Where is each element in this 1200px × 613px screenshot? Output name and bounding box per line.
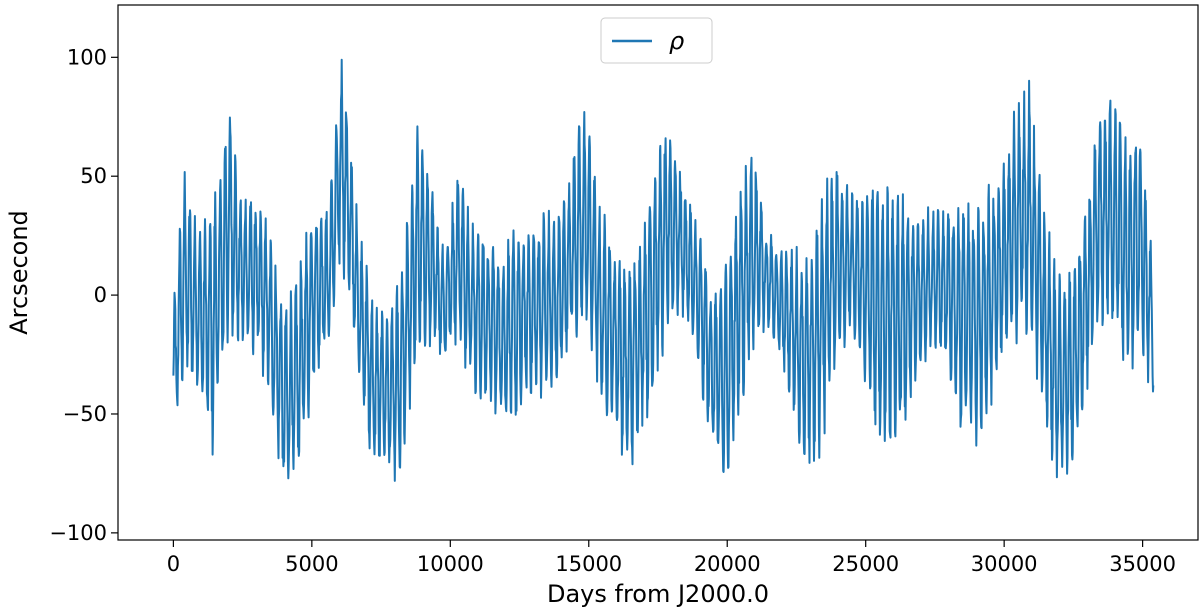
x-tick-label: 35000: [1109, 552, 1176, 576]
legend-label: ρ: [669, 27, 684, 55]
x-axis-label: Days from J2000.0: [547, 580, 769, 608]
y-tick-label: 50: [80, 164, 107, 188]
x-tick-label: 15000: [555, 552, 622, 576]
x-tick-label: 20000: [694, 552, 761, 576]
x-tick-label: 5000: [285, 552, 338, 576]
x-tick-label: 25000: [832, 552, 899, 576]
y-tick-label: 0: [94, 283, 107, 307]
plot-frame: [117, 4, 1199, 541]
y-tick-label: −50: [63, 402, 107, 426]
x-tick-label: 30000: [971, 552, 1038, 576]
legend-box: [600, 17, 713, 64]
x-tick-label: 10000: [417, 552, 484, 576]
axis-ticks: 0 5000 10000 15000 20000 25000 30000 35000 −100 −…: [49, 4, 1199, 576]
series-line-rho: [172, 58, 1155, 482]
y-tick-label: −100: [49, 521, 107, 545]
x-tick-label: 0: [167, 552, 180, 576]
y-tick-label: 100: [67, 45, 107, 69]
y-axis-label: Arcsecond: [5, 210, 33, 335]
plot-area: [172, 58, 1155, 482]
legend: ρ: [600, 17, 713, 64]
